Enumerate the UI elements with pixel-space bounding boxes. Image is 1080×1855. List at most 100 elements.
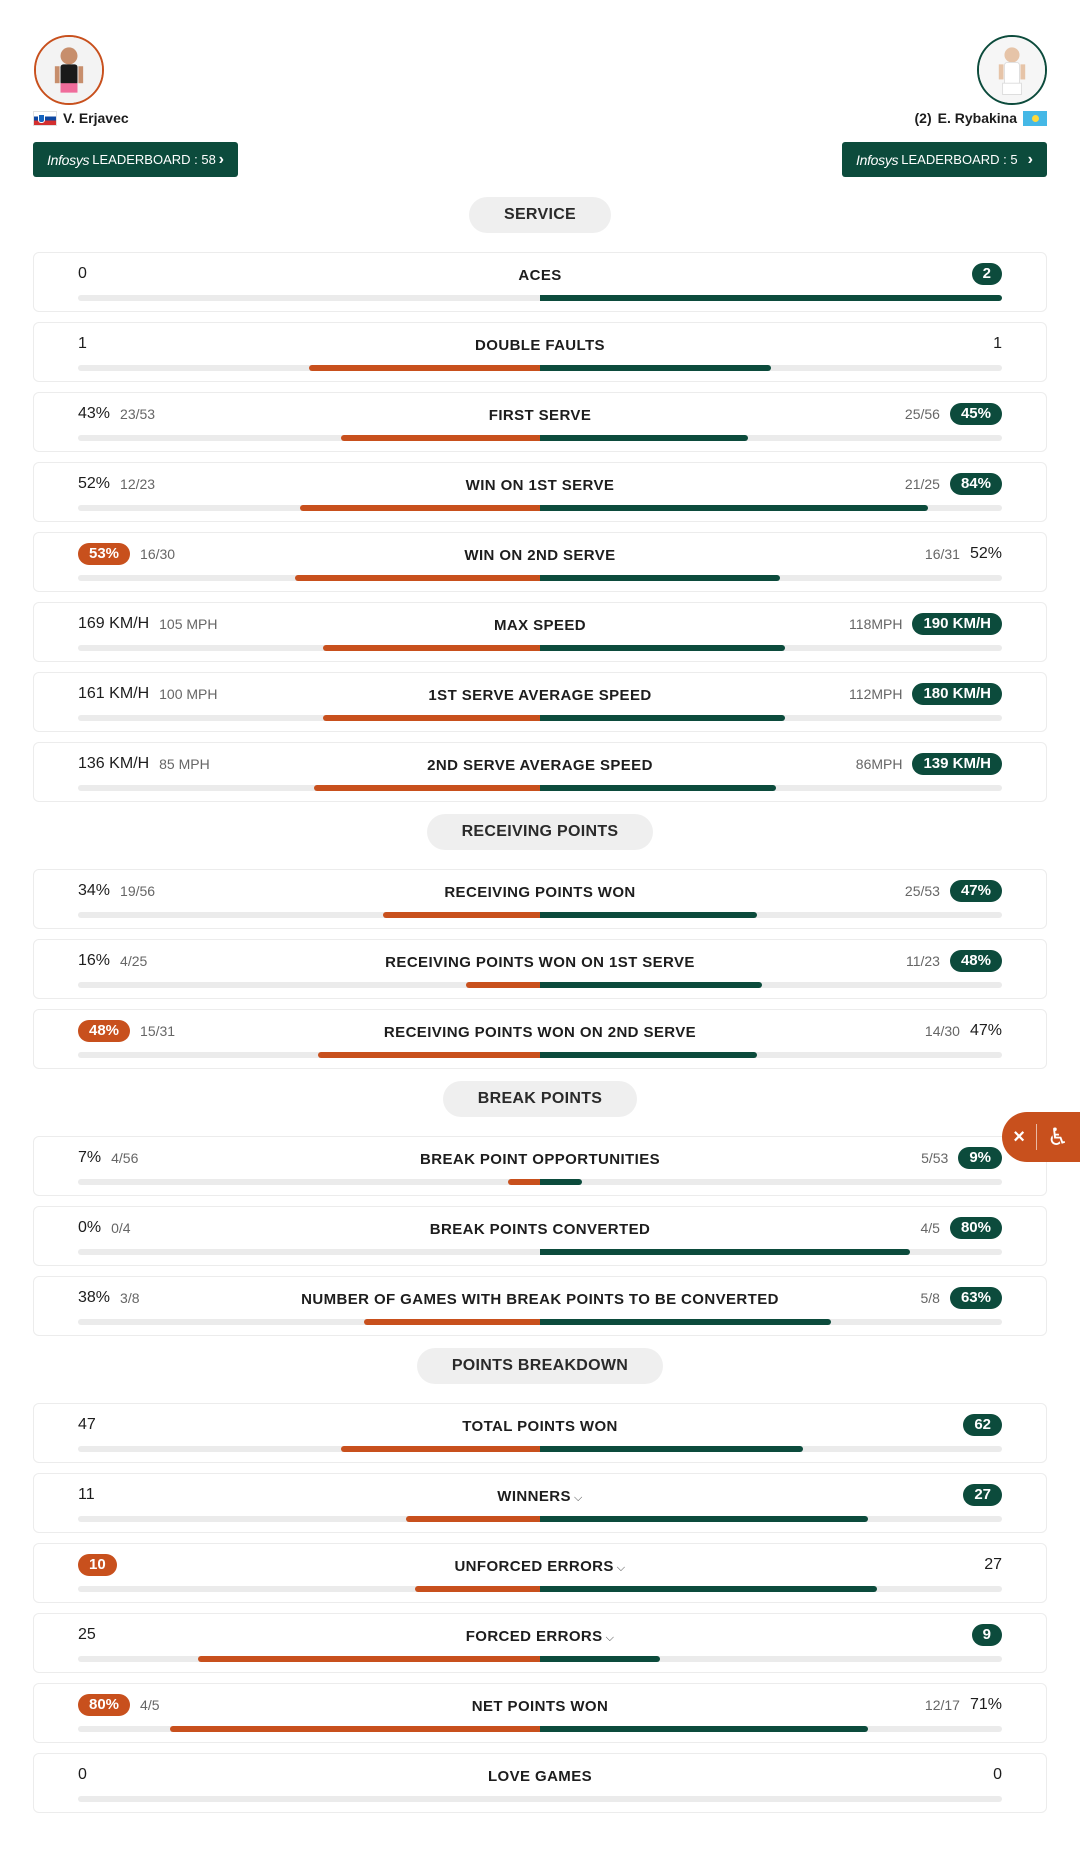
player2-stat-value: 9% — [958, 1147, 1002, 1169]
player2-avatar[interactable] — [977, 35, 1047, 105]
player2-leaderboard-button[interactable]: Infosys LEADERBOARD : 5 › — [842, 142, 1047, 177]
comparison-bar — [78, 785, 1002, 791]
player1-bar — [341, 1446, 540, 1452]
player2-bar — [540, 715, 785, 721]
comparison-bar — [78, 365, 1002, 371]
player1-stat: 10 — [78, 1554, 117, 1576]
stat-label[interactable]: UNFORCED ERRORS ⌵ — [454, 1558, 625, 1575]
stat-label[interactable]: FORCED ERRORS ⌵ — [466, 1628, 615, 1645]
player1-stat-value: 25 — [78, 1626, 96, 1643]
stat-label: RECEIVING POINTS WON — [444, 884, 635, 901]
player1-name-text: V. Erjavec — [63, 110, 129, 126]
player1-stat: 52% 12/23 — [78, 473, 155, 495]
player1-stat-value: 136 KM/H — [78, 755, 150, 772]
player2-stat-value: 27 — [963, 1484, 1002, 1506]
player1-bar — [322, 715, 540, 721]
player1-bar — [466, 982, 540, 988]
player1-stat-value: 34% — [78, 882, 111, 899]
slovenia-flag-icon — [33, 110, 57, 126]
accessibility-widget[interactable]: × ♿ — [1002, 1112, 1080, 1162]
chevron-down-icon[interactable]: ⌵ — [573, 1492, 583, 1504]
player2-bar — [540, 912, 758, 918]
player1-stat-value: 47 — [78, 1416, 96, 1433]
stats-section: RECEIVING POINTS 34% 19/56 RECEIVING POINTS… — [0, 812, 1080, 1069]
player1-stat-detail: 12/23 — [120, 476, 156, 492]
stat-row: 169 KM/H 105 MPH MAX SPEED 118MPH 190 KM/H — [33, 602, 1047, 662]
player1-stat-detail: 105 MPH — [159, 616, 218, 632]
stat-row: 48% 15/31 RECEIVING POINTS WON ON 2ND SERV… — [33, 1009, 1047, 1069]
player2-stat-detail: 11/23 — [905, 953, 940, 969]
comparison-bar — [78, 1319, 1002, 1325]
stat-label-text: WIN ON 2ND SERVE — [464, 547, 616, 564]
player2-stat-value: 2 — [971, 263, 1002, 285]
stat-row[interactable]: 11 WINNERS ⌵ 27 — [33, 1473, 1047, 1533]
stat-row: 43% 23/53 FIRST SERVE 25/56 45% — [33, 392, 1047, 452]
stat-label-text: RECEIVING POINTS WON ON 1ST SERVE — [385, 954, 695, 971]
player1-stat-value: 38% — [78, 1289, 111, 1306]
player1-bar — [318, 1052, 540, 1058]
player2-name[interactable]: (2) E. Rybakina — [915, 110, 1047, 126]
player1-stat: 11 — [78, 1484, 95, 1506]
player1-name[interactable]: V. Erjavec — [33, 110, 129, 126]
kazakhstan-flag-icon — [1023, 110, 1047, 126]
stat-label: FIRST SERVE — [489, 407, 591, 424]
stat-label: TOTAL POINTS WON — [462, 1418, 618, 1435]
comparison-bar — [78, 505, 1002, 511]
player1-stat: 0 — [78, 263, 87, 285]
player1-stat-detail: 3/8 — [120, 1290, 140, 1306]
player2-stat-value: 139 KM/H — [912, 753, 1002, 775]
stat-row: 38% 3/8 NUMBER OF GAMES WITH BREAK POINTS … — [33, 1276, 1047, 1336]
player2-stat: 25/53 47% — [905, 880, 1002, 902]
player2-bar — [540, 645, 785, 651]
comparison-bar — [78, 982, 1002, 988]
player1-stat-detail: 0/4 — [111, 1220, 131, 1236]
stat-row: 7% 4/56 BREAK POINT OPPORTUNITIES 5/53 9% — [33, 1136, 1047, 1196]
player2-stat: 86MPH 139 KM/H — [856, 753, 1002, 775]
stat-label: WIN ON 2ND SERVE — [464, 547, 615, 564]
player1-stat: 16% 4/25 — [78, 950, 147, 972]
stat-row: 52% 12/23 WIN ON 1ST SERVE 21/25 84% — [33, 462, 1047, 522]
stat-label-text: FORCED ERRORS — [465, 1628, 603, 1645]
stat-row[interactable]: 10 UNFORCED ERRORS ⌵ 27 — [33, 1543, 1047, 1603]
section-title: POINTS BREAKDOWN — [416, 1348, 664, 1384]
player1-stat-detail: 4/25 — [120, 953, 148, 969]
player1-stat-detail: 23/53 — [120, 406, 156, 422]
stat-label: 2ND SERVE AVERAGE SPEED — [427, 757, 653, 774]
player1-stat-detail: 4/5 — [140, 1697, 160, 1713]
player2-stat: 2 — [971, 263, 1002, 285]
comparison-bar — [78, 435, 1002, 441]
stat-label: NUMBER OF GAMES WITH BREAK POINTS TO BE … — [301, 1291, 779, 1308]
accessibility-icon[interactable]: ♿ — [1047, 1123, 1069, 1151]
player1-stat: 25 — [78, 1624, 96, 1646]
chevron-right-icon: › — [218, 150, 224, 168]
stat-label-text: UNFORCED ERRORS — [454, 1558, 614, 1575]
player2-bar — [540, 1516, 869, 1522]
comparison-bar — [78, 1796, 1002, 1802]
stat-label-text: MAX SPEED — [494, 617, 586, 634]
section-title: RECEIVING POINTS — [426, 814, 654, 850]
player2-stat-value: 1 — [993, 335, 1002, 352]
player1-stat-value: 0% — [78, 1219, 102, 1236]
player1-bar — [382, 912, 540, 918]
player2-bar — [540, 505, 929, 511]
chevron-down-icon[interactable]: ⌵ — [616, 1562, 626, 1574]
stat-label-text: TOTAL POINTS WON — [462, 1418, 618, 1435]
stat-label-text: DOUBLE FAULTS — [475, 337, 605, 354]
player1-bar — [170, 1726, 540, 1732]
player1-stat-value: 0 — [78, 265, 87, 282]
player1-stat: 1 — [78, 333, 87, 355]
stat-row[interactable]: 25 FORCED ERRORS ⌵ 9 — [33, 1613, 1047, 1673]
chevron-down-icon[interactable]: ⌵ — [605, 1632, 615, 1644]
section-header: SERVICE — [0, 195, 1080, 252]
player1-stat: 43% 23/53 — [78, 403, 155, 425]
stat-row: 136 KM/H 85 MPH 2ND SERVE AVERAGE SPEED 86M… — [33, 742, 1047, 802]
player1-stat-value: 0 — [78, 1766, 87, 1783]
player1-avatar[interactable] — [34, 35, 104, 105]
comparison-bar — [78, 1586, 1002, 1592]
stat-label: DOUBLE FAULTS — [475, 337, 605, 354]
stat-label[interactable]: WINNERS ⌵ — [497, 1488, 582, 1505]
stat-row: 0 ACES 2 — [33, 252, 1047, 312]
close-icon[interactable]: × — [1013, 1125, 1025, 1148]
player1-leaderboard-button[interactable]: Infosys LEADERBOARD : 58 › — [33, 142, 238, 177]
player1-bar — [313, 785, 540, 791]
